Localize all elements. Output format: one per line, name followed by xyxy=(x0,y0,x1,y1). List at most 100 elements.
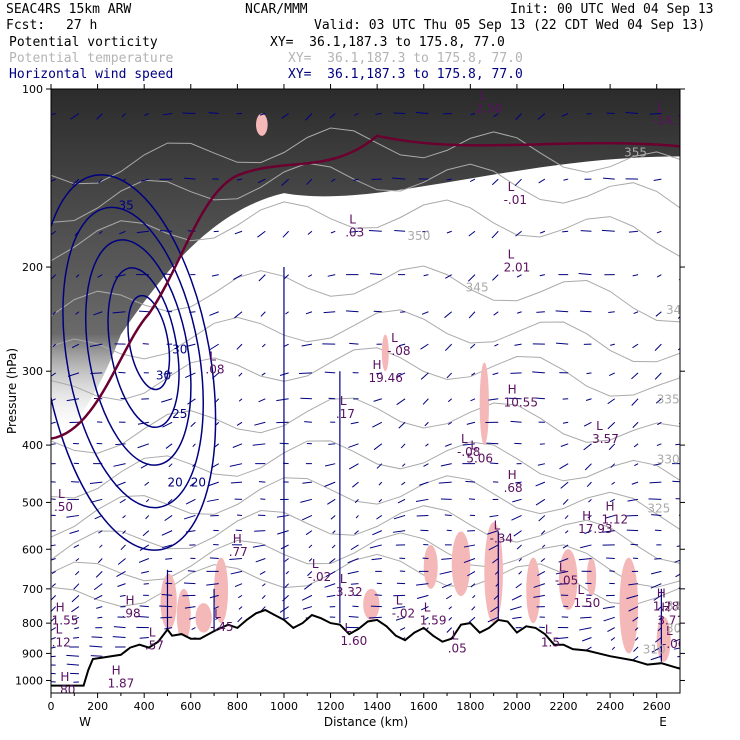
wind-vector xyxy=(51,498,56,500)
wind-vector xyxy=(98,530,103,534)
wind-vector xyxy=(301,343,313,347)
wind-vector xyxy=(676,629,680,633)
wind-vector xyxy=(532,371,545,374)
wind-vector xyxy=(209,311,219,316)
wind-vector xyxy=(416,594,429,599)
wind-vector xyxy=(165,443,173,449)
wind-vector xyxy=(680,399,684,401)
wind-vector xyxy=(517,311,522,314)
wind-vector xyxy=(656,274,662,278)
wind-vector xyxy=(71,606,80,613)
wind-vector xyxy=(628,583,639,586)
wind-vector xyxy=(307,230,313,235)
wind-vector xyxy=(261,372,266,376)
wind-vector xyxy=(467,570,476,577)
wind-vector xyxy=(51,113,56,116)
wind-vector xyxy=(420,372,429,380)
wind-speed-label: 25 xyxy=(172,407,187,421)
y-tick-label: 400 xyxy=(22,439,43,452)
x-tick-label: 200 xyxy=(87,700,108,713)
wind-vector xyxy=(631,372,639,380)
wind-vector xyxy=(119,498,126,504)
wind-vector xyxy=(238,398,243,402)
wind-vector xyxy=(229,463,243,467)
theta-contour xyxy=(51,199,680,262)
wind-vector xyxy=(649,112,662,115)
wind-vector xyxy=(324,463,336,467)
wind-vector xyxy=(493,311,499,316)
wind-vector xyxy=(97,558,103,564)
wind-vector xyxy=(142,530,150,537)
y-tick-label: 600 xyxy=(22,543,43,556)
extremum-label: L .57 xyxy=(145,626,164,653)
wind-vector xyxy=(259,570,266,575)
wind-vector xyxy=(445,274,452,279)
wind-vector xyxy=(655,398,662,404)
wind-vector xyxy=(165,558,173,560)
field-theta-name: Potential temperature xyxy=(9,51,174,66)
wind-vector xyxy=(535,481,546,487)
wind-vector xyxy=(164,515,173,522)
wind-vector xyxy=(515,481,522,484)
wind-vector xyxy=(631,481,639,485)
forecast-hour: 27 h xyxy=(66,18,98,33)
wind-vector xyxy=(161,530,173,536)
wind-vector xyxy=(562,498,569,505)
wind-vector xyxy=(306,178,313,185)
wind-vector xyxy=(603,177,615,180)
wind-vector xyxy=(305,113,313,121)
wind-vector xyxy=(416,583,429,586)
pv-positive-region xyxy=(423,544,438,589)
wind-vector xyxy=(541,544,546,548)
wind-vector xyxy=(162,112,173,116)
wind-vector xyxy=(169,481,173,486)
wind-vector xyxy=(281,178,289,186)
extremum-label: L -.05 xyxy=(555,561,578,588)
x-tick-label: 2600 xyxy=(643,700,671,713)
wind-vector xyxy=(254,530,266,532)
wind-vector xyxy=(328,397,336,400)
extremum-label: L .12 xyxy=(52,623,71,650)
y-tick-label: 900 xyxy=(22,647,43,660)
wind-vector xyxy=(634,463,639,467)
wind-vector xyxy=(586,372,592,375)
wind-vector xyxy=(512,616,522,620)
wind-vector xyxy=(625,112,639,114)
wind-vector xyxy=(486,442,499,445)
wind-vector xyxy=(353,178,359,181)
wind-speed-label: 20 xyxy=(191,476,206,490)
wind-vector xyxy=(304,583,313,590)
theta-label: 330 xyxy=(657,453,680,467)
extremum-label: L 5.06 xyxy=(466,438,493,465)
wind-vector xyxy=(580,230,592,232)
wind-vector xyxy=(580,544,592,549)
wind-vector xyxy=(145,498,150,503)
wind-vector xyxy=(415,112,429,114)
wind-vector xyxy=(511,594,522,601)
wind-vector xyxy=(168,463,173,468)
wind-vector xyxy=(653,463,662,466)
wind-vector xyxy=(115,443,126,446)
wind-vector xyxy=(323,311,336,314)
theta-contour xyxy=(51,162,680,223)
wind-vector xyxy=(610,637,616,641)
wind-vector xyxy=(372,530,383,536)
wind-vector xyxy=(563,178,569,181)
wind-vector xyxy=(51,530,56,532)
theta-contour xyxy=(51,475,680,538)
extremum-label: L -.08 xyxy=(387,331,410,358)
extremum-label: L .50 xyxy=(54,487,73,514)
wind-vector xyxy=(633,311,639,314)
wind-vector xyxy=(675,573,680,578)
wind-vector xyxy=(122,530,126,534)
wind-vector xyxy=(537,570,546,576)
wind-vector xyxy=(284,274,289,280)
extremum-label: H 10.55 xyxy=(504,383,538,410)
wind-vector xyxy=(538,178,546,184)
wind-vector xyxy=(159,230,173,232)
wind-vector xyxy=(392,606,406,610)
wind-vector xyxy=(415,498,429,502)
wind-vector xyxy=(537,463,545,466)
wind-vector xyxy=(144,113,150,116)
